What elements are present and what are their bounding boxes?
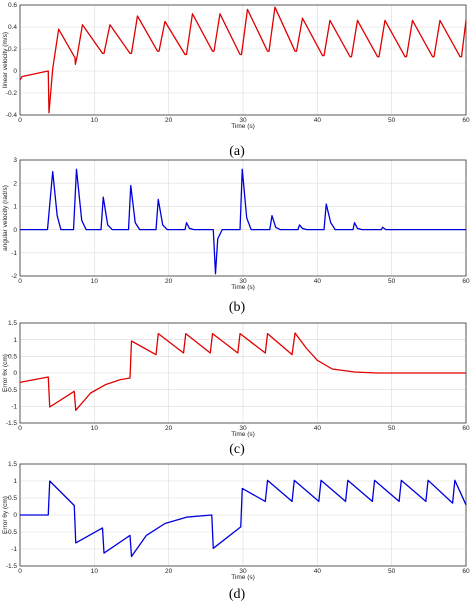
y-tick-label: -1.5 <box>6 563 18 570</box>
x-axis-label: Time (s) <box>231 123 255 130</box>
y-tick-label: -0.5 <box>6 529 18 536</box>
x-tick-label: 40 <box>314 117 322 124</box>
x-tick-label: 30 <box>239 568 247 575</box>
y-tick-label: 0 <box>13 370 17 377</box>
x-tick-label: 20 <box>165 278 173 285</box>
x-tick-label: 20 <box>165 568 173 575</box>
x-tick-label: 40 <box>314 425 322 432</box>
x-tick-label: 50 <box>388 425 396 432</box>
y-tick-label: 0 <box>13 68 17 75</box>
series-line <box>19 6 467 114</box>
y-axis-label: linear velocity (m/s) <box>2 32 9 88</box>
x-tick-label: 50 <box>388 568 396 575</box>
series-line <box>20 479 467 558</box>
x-axis-label: Time (s) <box>231 284 255 291</box>
x-tick-label: 10 <box>91 425 99 432</box>
x-tick-label: 0 <box>18 278 22 285</box>
axes-box <box>19 159 467 277</box>
y-tick-label: -1 <box>11 546 17 553</box>
x-tick-label: 10 <box>91 568 99 575</box>
y-tick-label: -0.2 <box>6 90 18 97</box>
axes-box <box>19 4 467 116</box>
y-tick-label: 0.2 <box>8 46 17 53</box>
panel-caption: (b) <box>229 300 246 315</box>
panel-caption: (c) <box>229 442 245 457</box>
y-tick-label: 3 <box>13 157 17 164</box>
y-tick-label: 0.6 <box>8 2 17 9</box>
y-tick-label: -1 <box>11 250 17 257</box>
chart-panel-4: 0 10 20 30 40 50 60 -1.5 -1 -0.5 0 0.5 1 1.5 Time (s) E… <box>2 461 470 602</box>
x-tick-label: 0 <box>18 425 22 432</box>
x-tick-label: 60 <box>462 278 470 285</box>
y-tick-label: 1 <box>13 478 17 485</box>
x-tick-label: 60 <box>462 568 470 575</box>
x-tick-label: 10 <box>91 117 99 124</box>
y-axis-label: Error θx (cm) <box>2 354 9 392</box>
y-axis-label: angular velocity (rad/s) <box>2 185 9 251</box>
y-tick-label: 1 <box>13 337 17 344</box>
chart-panel-2: 0 10 20 30 40 50 60 -2 -1 0 1 2 3 Time (s) angular vel… <box>2 157 470 315</box>
panel-caption: (d) <box>229 587 246 602</box>
chart-panel-3: 0 10 20 30 40 50 60 -1.5 -1 -0.5 0 0.5 1 1.5 Time (s) E… <box>2 320 470 457</box>
x-axis-label: Time (s) <box>231 574 255 581</box>
x-tick-label: 20 <box>165 425 173 432</box>
chart-panel-1: 0 10 20 30 40 50 60 -0.4 -0.2 0 0.2 0.4 0.6 Time (s) l… <box>2 2 470 159</box>
y-tick-label: 1.5 <box>8 461 17 468</box>
series-line <box>20 168 466 275</box>
y-tick-label: 2 <box>13 180 17 187</box>
x-tick-label: 10 <box>91 278 99 285</box>
x-tick-label: 60 <box>462 117 470 124</box>
panel-caption: (a) <box>229 144 245 159</box>
y-tick-label: -0.4 <box>6 112 18 119</box>
x-tick-label: 60 <box>462 425 470 432</box>
y-axis-label: Error θy (cm) <box>2 496 9 534</box>
y-tick-label: 0.5 <box>8 354 17 361</box>
x-tick-label: 0 <box>18 568 22 575</box>
y-tick-label: -1 <box>11 404 17 411</box>
y-tick-label: 1.5 <box>8 320 17 327</box>
y-tick-label: -2 <box>11 273 17 280</box>
x-tick-label: 30 <box>239 117 247 124</box>
x-tick-label: 30 <box>239 425 247 432</box>
y-tick-label: 1 <box>13 204 17 211</box>
x-tick-label: 0 <box>18 117 22 124</box>
x-tick-label: 50 <box>388 117 396 124</box>
x-tick-label: 40 <box>314 278 322 285</box>
series-line <box>19 332 466 411</box>
x-tick-label: 50 <box>388 278 396 285</box>
y-tick-label: 0 <box>13 227 17 234</box>
x-tick-label: 30 <box>239 278 247 285</box>
x-tick-label: 40 <box>314 568 322 575</box>
x-axis-label: Time (s) <box>231 431 255 438</box>
y-tick-label: -0.5 <box>6 387 18 394</box>
y-tick-label: 0.5 <box>8 495 17 502</box>
y-tick-label: 0 <box>13 512 17 519</box>
y-tick-label: -1.5 <box>6 420 18 427</box>
x-tick-label: 20 <box>165 117 173 124</box>
y-tick-label: 0.4 <box>8 24 17 31</box>
